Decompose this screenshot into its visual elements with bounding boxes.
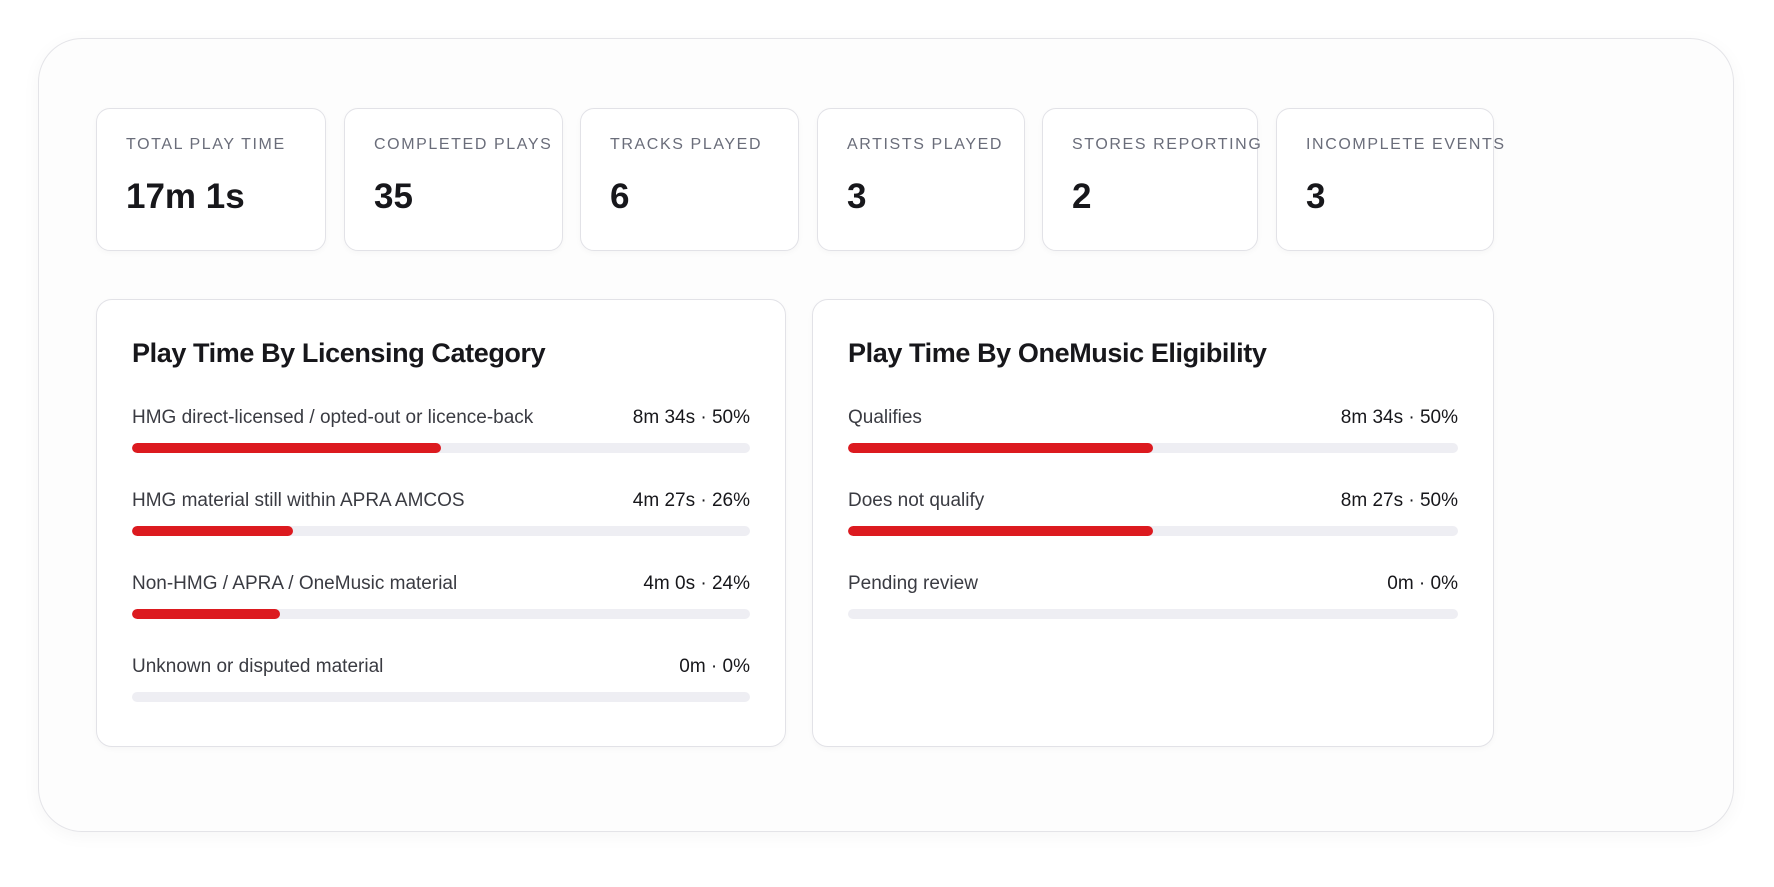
card-title: Play Time By OneMusic Eligibility [848, 338, 1267, 368]
progress-track [132, 692, 750, 702]
progress-fill [848, 526, 1153, 536]
stat-card-incomplete-events: INCOMPLETE EVENTS 3 [1276, 108, 1506, 251]
stat-card-artists-played: ARTISTS PLAYED 3 [817, 108, 1025, 251]
onemusic-eligibility-card: Play Time By OneMusic Eligibility Qualif… [812, 299, 1494, 747]
stat-label: COMPLETED PLAYS [374, 136, 553, 153]
row-label: Does not qualify [848, 490, 985, 511]
row-value: 0m · 0% [679, 656, 750, 677]
stat-label: INCOMPLETE EVENTS [1306, 136, 1506, 153]
eligibility-rows: Qualifies 8m 34s · 50% Does not qualify … [848, 406, 1458, 655]
licensing-row: HMG material still within APRA AMCOS 4m … [132, 489, 750, 572]
row-label: HMG direct-licensed / opted-out or licen… [132, 407, 534, 428]
card-title: Play Time By Licensing Category [132, 338, 546, 368]
licensing-row: Unknown or disputed material 0m · 0% [132, 655, 750, 738]
licensing-row: HMG direct-licensed / opted-out or licen… [132, 406, 750, 489]
eligibility-row: Does not qualify 8m 27s · 50% [848, 489, 1458, 572]
stat-card-tracks-played: TRACKS PLAYED 6 [580, 108, 799, 251]
progress-track [848, 609, 1458, 619]
row-value: 4m 27s · 26% [632, 490, 750, 511]
row-value: 8m 34s · 50% [632, 407, 750, 428]
eligibility-row: Qualifies 8m 34s · 50% [848, 406, 1458, 489]
row-value: 4m 0s · 24% [643, 573, 750, 594]
progress-track [132, 443, 750, 453]
progress-track [132, 526, 750, 536]
row-label: Qualifies [848, 407, 922, 428]
stat-label: ARTISTS PLAYED [847, 136, 1004, 153]
stat-label: STORES REPORTING [1072, 136, 1263, 153]
stats-row: TOTAL PLAY TIME 17m 1s COMPLETED PLAYS 3… [96, 108, 1676, 251]
stat-value: 3 [1306, 177, 1326, 216]
stat-value: 17m 1s [126, 177, 245, 216]
stat-card-stores-reporting: STORES REPORTING 2 [1042, 108, 1263, 251]
stat-value: 3 [847, 177, 867, 216]
row-value: 8m 34s · 50% [1340, 407, 1458, 428]
eligibility-row: Pending review 0m · 0% [848, 572, 1458, 655]
licensing-category-card: Play Time By Licensing Category HMG dire… [96, 299, 786, 747]
row-label: Pending review [848, 573, 978, 594]
progress-fill [132, 526, 293, 536]
progress-track [132, 609, 750, 619]
progress-fill [848, 443, 1153, 453]
stat-value: 35 [374, 177, 413, 216]
row-label: HMG material still within APRA AMCOS [132, 490, 465, 511]
progress-fill [132, 443, 441, 453]
progress-track [848, 526, 1458, 536]
row-label: Unknown or disputed material [132, 656, 384, 677]
progress-track [848, 443, 1458, 453]
progress-fill [132, 609, 281, 619]
row-value: 8m 27s · 50% [1340, 490, 1458, 511]
stat-card-total-play-time: TOTAL PLAY TIME 17m 1s [96, 108, 326, 251]
stat-card-completed-plays: COMPLETED PLAYS 35 [344, 108, 563, 251]
stat-label: TRACKS PLAYED [610, 136, 763, 153]
stat-label: TOTAL PLAY TIME [126, 136, 286, 153]
dashboard-panel: TOTAL PLAY TIME 17m 1s COMPLETED PLAYS 3… [38, 38, 1734, 832]
stat-value: 6 [610, 177, 630, 216]
stat-value: 2 [1072, 177, 1092, 216]
row-value: 0m · 0% [1387, 573, 1458, 594]
licensing-rows: HMG direct-licensed / opted-out or licen… [132, 406, 750, 738]
licensing-row: Non-HMG / APRA / OneMusic material 4m 0s… [132, 572, 750, 655]
row-label: Non-HMG / APRA / OneMusic material [132, 573, 458, 594]
